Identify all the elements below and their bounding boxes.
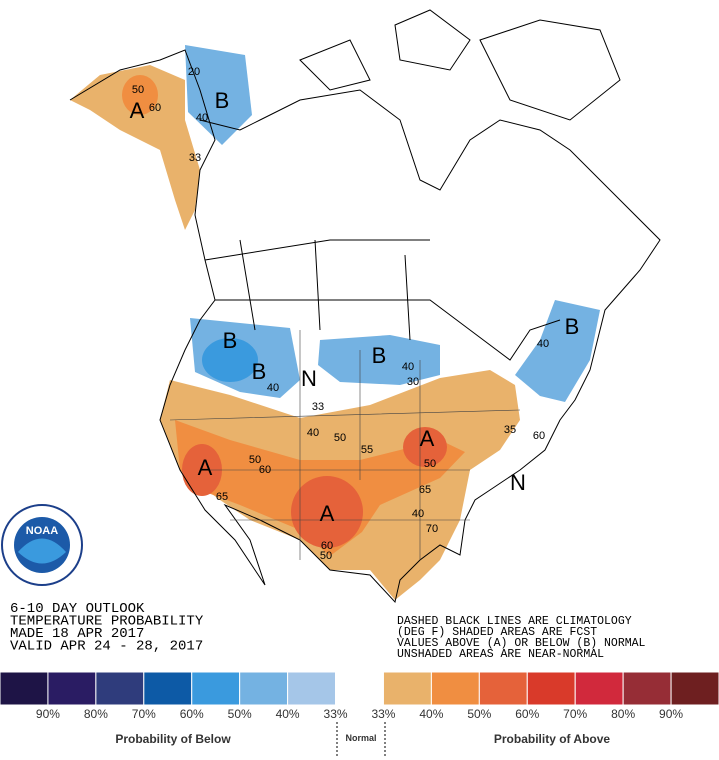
contour-label: 65: [216, 491, 228, 503]
legend-swatch: [526, 671, 576, 706]
contour-label: 50: [424, 458, 436, 470]
noaa-logo: NOAA: [1, 504, 83, 586]
legend-label: 40%: [276, 707, 300, 721]
note-line: DASHED BLACK LINES ARE CLIMATOLOGY: [397, 615, 632, 628]
geography: [69, 9, 661, 604]
legend-above-title: Probability of Above: [494, 732, 611, 746]
legend-label: 60%: [180, 707, 204, 721]
legend-swatch: [430, 671, 480, 706]
contour-label: 33: [312, 401, 324, 413]
header-line: MADE 18 APR 2017: [10, 626, 144, 642]
probability-area: [202, 338, 258, 382]
contour-label: 20: [188, 66, 200, 78]
logo-wave: [18, 538, 66, 564]
probability-area: [122, 75, 158, 115]
region-label: B: [565, 314, 580, 339]
legend-label: 33%: [371, 707, 395, 721]
legend-swatch: [287, 671, 337, 706]
legend-swatch: [478, 671, 528, 706]
contour-label: 40: [196, 112, 208, 124]
logo-text: NOAA: [26, 525, 58, 537]
contour-label: 40: [402, 361, 414, 373]
legend-swatch: [95, 671, 145, 706]
note-line: (DEG F) SHADED AREAS ARE FCST: [397, 626, 597, 639]
contour-label: 40: [307, 427, 319, 439]
legend-label: 40%: [419, 707, 443, 721]
legend-swatch: [0, 671, 49, 706]
legend-below-title: Probability of Below: [115, 732, 231, 746]
note-line: UNSHADED AREAS ARE NEAR-NORMAL: [397, 648, 604, 661]
contour-label: 40: [412, 508, 424, 520]
region-label: B: [215, 88, 230, 113]
contour-label: 60: [149, 102, 161, 114]
legend: 90% 80% 70% 60% 50% 40% 33% 33% 40% 50% 60% 70% 80% 9…: [0, 671, 719, 721]
legend-swatch: [239, 671, 289, 706]
probability-areas: [70, 45, 600, 600]
region-label: N: [301, 366, 317, 391]
legend-label: 70%: [563, 707, 587, 721]
legend-swatch: [335, 671, 384, 706]
contour-label: 65: [419, 484, 431, 496]
legend-swatch: [622, 671, 672, 706]
probability-area: [515, 300, 600, 402]
contour-label: 30: [407, 376, 419, 388]
legend-label: 70%: [132, 707, 156, 721]
contour-label: 33: [189, 152, 201, 164]
contour-label: 50: [334, 432, 346, 444]
legend-label: 50%: [228, 707, 252, 721]
legend-swatch: [670, 671, 719, 706]
legend-label: 90%: [36, 707, 60, 721]
probability-area: [291, 476, 363, 548]
legend-label: 50%: [467, 707, 491, 721]
probability-area: [318, 335, 440, 385]
probability-area: [403, 427, 447, 467]
outlook-notes: DASHED BLACK LINES ARE CLIMATOLOGY(DEG F…: [397, 615, 646, 661]
contour-label: 50: [249, 454, 261, 466]
header-line: VALID APR 24 - 28, 2017: [10, 639, 203, 655]
region-label: A: [130, 98, 145, 123]
region-label: A: [320, 501, 335, 526]
legend-normal-title: Normal: [345, 733, 376, 743]
legend-swatch: [382, 671, 432, 706]
legend-swatch: [574, 671, 624, 706]
region-label: A: [198, 455, 213, 480]
contour-label: 40: [537, 338, 549, 350]
region-label: B: [252, 359, 267, 384]
region-label: N: [510, 470, 526, 495]
note-line: VALUES ABOVE (A) OR BELOW (B) NORMAL: [397, 637, 646, 650]
header-line: 6-10 DAY OUTLOOK: [10, 601, 145, 617]
contour-label: 60: [259, 464, 271, 476]
contour-label: 60: [321, 540, 333, 552]
contour-label: 40: [267, 382, 279, 394]
region-label: A: [420, 426, 435, 451]
legend-label: 60%: [515, 707, 539, 721]
legend-swatch: [47, 671, 97, 706]
header-line: TEMPERATURE PROBABILITY: [10, 614, 204, 630]
legend-label: 80%: [84, 707, 108, 721]
legend-label: 33%: [324, 707, 348, 721]
legend-swatch: [143, 671, 193, 706]
legend-swatch: [191, 671, 241, 706]
contour-label: 60: [533, 430, 545, 442]
contour-label: 50: [132, 84, 144, 96]
legend-label: 90%: [659, 707, 683, 721]
region-label: B: [223, 328, 238, 353]
contour-label: 70: [426, 523, 438, 535]
region-label: B: [372, 343, 387, 368]
contour-label: 35: [504, 424, 516, 436]
probability-area: [70, 65, 200, 230]
contour-label: 50: [320, 550, 332, 562]
legend-label: 80%: [611, 707, 635, 721]
contour-label: 55: [361, 444, 373, 456]
